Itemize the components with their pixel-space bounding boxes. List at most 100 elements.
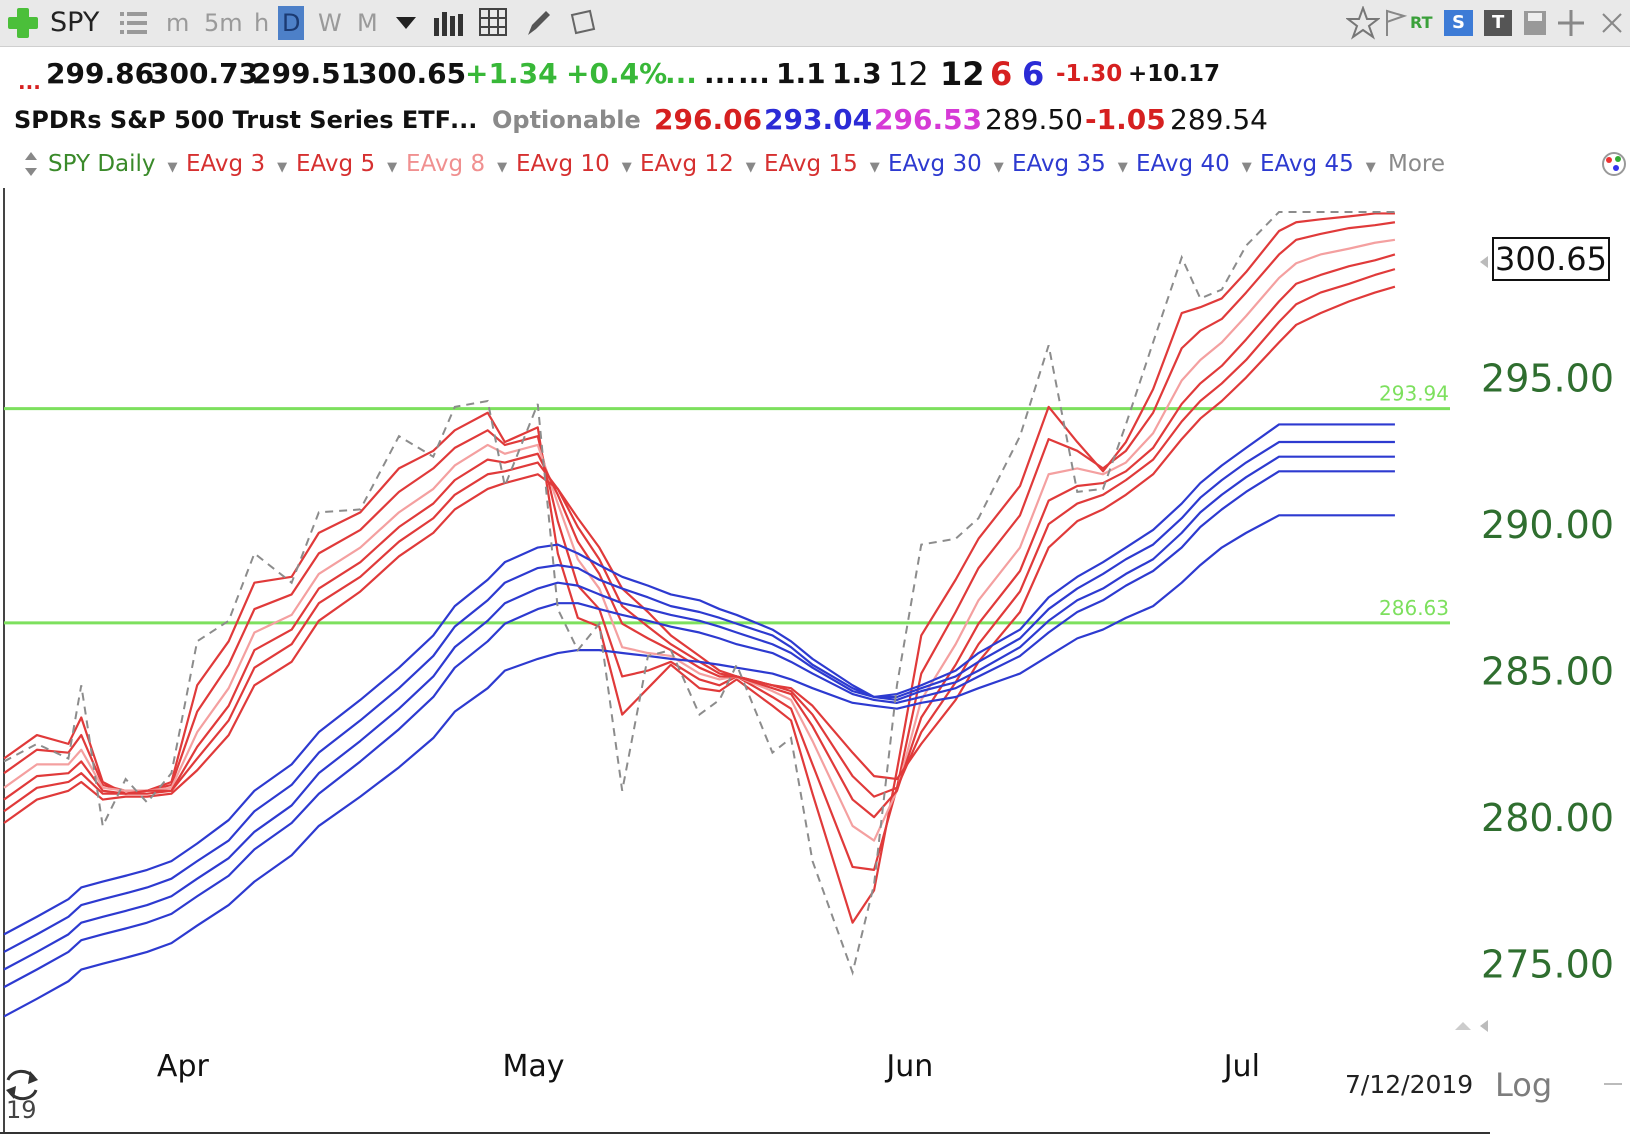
timeframe-5m[interactable]: 5m — [204, 9, 243, 37]
ma-item-eavg-5[interactable]: EAvg 5 — [296, 151, 376, 177]
quote-p4: 289.50 — [985, 103, 1083, 136]
ma-item-eavg-3[interactable]: EAvg 3 — [186, 151, 266, 177]
quote-v8: +10.17 — [1128, 61, 1221, 87]
x-tick-label: Apr — [157, 1049, 210, 1084]
symbol-label[interactable]: SPY — [50, 7, 100, 38]
ema-line — [3, 238, 1396, 842]
s-badge[interactable]: S — [1444, 10, 1473, 36]
quote-open: 299.86 — [46, 57, 155, 90]
timeframe-m[interactable]: m — [166, 9, 190, 37]
quote-high: 300.73 — [150, 57, 259, 90]
chevron-down-icon[interactable]: ▼ — [497, 160, 508, 175]
optionable-label: Optionable — [492, 106, 641, 134]
ma-item-eavg-40[interactable]: EAvg 40 — [1136, 151, 1230, 177]
flag-icon[interactable] — [1384, 8, 1408, 38]
ma-legend: SPY Daily ▼ EAvg 3 ▼ EAvg 5 ▼ EAvg 8 ▼ EAvg … — [0, 142, 1630, 186]
add-symbol-icon[interactable] — [6, 6, 40, 40]
palette-icon[interactable] — [1600, 150, 1628, 178]
chevron-down-icon[interactable]: ▼ — [745, 160, 756, 175]
y-tick-label: 290.00 — [1481, 503, 1614, 547]
ema-line — [3, 470, 1395, 989]
ma-item-eavg-15[interactable]: EAvg 15 — [764, 151, 858, 177]
annotate-icon[interactable] — [568, 7, 598, 39]
chevron-down-icon[interactable]: ▼ — [167, 160, 178, 175]
current-date: 7/12/2019 — [1345, 1070, 1474, 1099]
ema-line — [3, 253, 1396, 819]
ema-line — [3, 440, 1395, 953]
chevron-down-icon[interactable]: ▼ — [993, 160, 1004, 175]
quote-low: 299.51 — [252, 57, 361, 90]
quote-v7: -1.30 — [1056, 61, 1123, 87]
rt-badge[interactable]: RT — [1410, 13, 1433, 32]
timeframe-w[interactable]: W — [318, 9, 342, 37]
bar-chart-icon[interactable] — [432, 8, 466, 38]
scroll-up-icon[interactable] — [1455, 1022, 1471, 1030]
scroll-left-icon[interactable] — [1480, 1020, 1488, 1032]
timeframe-m-monthly[interactable]: M — [357, 9, 378, 37]
x-tick-label: May — [502, 1049, 564, 1084]
ma-item-eavg-8[interactable]: EAvg 8 — [406, 151, 486, 177]
quote-ellipsis-4: ... — [738, 57, 770, 90]
pencil-icon[interactable] — [524, 7, 554, 39]
quote-line-1: ... 299.86 300.73 299.51 300.65 +1.34 +0… — [0, 52, 1630, 96]
level-label: 286.63 — [1379, 596, 1449, 620]
ma-item-eavg-45[interactable]: EAvg 45 — [1260, 151, 1354, 177]
chevron-down-icon[interactable]: ▼ — [387, 160, 398, 175]
chevron-down-icon[interactable]: ▼ — [1241, 160, 1252, 175]
ema-line — [3, 285, 1396, 824]
price-marker-icon — [1480, 256, 1488, 268]
quote-v4: 12 — [940, 55, 985, 93]
quote-change-pct: +0.4% — [566, 57, 668, 90]
year-label: 19 — [6, 1096, 37, 1124]
chevron-down-icon[interactable]: ▼ — [1117, 160, 1128, 175]
y-tick-label: 275.00 — [1481, 943, 1614, 987]
timeframe-dropdown-icon[interactable] — [396, 17, 416, 31]
quote-ellipsis-2: ... — [665, 57, 697, 90]
timeframe-h[interactable]: h — [254, 9, 270, 37]
price-line — [3, 210, 1395, 976]
quote-ellipsis-3: ... — [704, 57, 736, 90]
log-scale-toggle[interactable]: Log — [1495, 1066, 1553, 1104]
x-tick-label: Jun — [884, 1049, 933, 1084]
t-badge[interactable]: T — [1484, 10, 1513, 36]
refresh-icon[interactable] — [6, 1069, 38, 1101]
ema-line — [3, 514, 1395, 1018]
y-tick-label: 285.00 — [1481, 650, 1614, 694]
ma-item-eavg-35[interactable]: EAvg 35 — [1012, 151, 1106, 177]
sort-icon[interactable] — [24, 152, 38, 176]
chevron-down-icon[interactable]: ▼ — [277, 160, 288, 175]
quote-p1: 296.06 — [654, 103, 763, 136]
ma-item-eavg-30[interactable]: EAvg 30 — [888, 151, 982, 177]
quote-v6: 6 — [1022, 55, 1045, 93]
ma-item-spy-daily[interactable]: SPY Daily — [48, 151, 156, 177]
chevron-down-icon[interactable]: ▼ — [621, 160, 632, 175]
level-label: 293.94 — [1379, 382, 1449, 406]
chevron-down-icon[interactable]: ▼ — [869, 160, 880, 175]
x-tick-label: Jul — [1222, 1049, 1260, 1084]
quote-ellipsis-1: ... — [18, 70, 41, 94]
save-icon[interactable] — [1522, 9, 1548, 37]
quote-p5: -1.05 — [1085, 103, 1166, 136]
ema-line — [3, 212, 1395, 924]
grid-add-icon[interactable] — [478, 7, 512, 39]
more-button[interactable]: More — [1388, 151, 1446, 177]
ema-line — [3, 268, 1396, 813]
star-icon[interactable] — [1346, 6, 1380, 40]
bottom-divider — [0, 1132, 1490, 1134]
ma-item-eavg-12[interactable]: EAvg 12 — [640, 151, 734, 177]
quote-v5: 6 — [990, 55, 1013, 93]
timeframe-d[interactable]: D — [278, 6, 305, 40]
list-icon[interactable] — [118, 8, 150, 38]
chevron-down-icon[interactable]: ▼ — [1365, 160, 1376, 175]
quote-close: 300.65 — [358, 57, 467, 90]
last-price-flag: 300.65 — [1492, 237, 1610, 281]
quote-ellipsis-5: ... — [450, 106, 478, 134]
close-icon[interactable] — [1600, 11, 1624, 35]
resize-grip-icon[interactable] — [1604, 1082, 1624, 1090]
quote-v2: 1.3 — [832, 57, 882, 90]
ema-line — [3, 455, 1395, 971]
ma-item-eavg-10[interactable]: EAvg 10 — [516, 151, 610, 177]
move-icon[interactable] — [1556, 8, 1586, 38]
y-tick-label: 295.00 — [1481, 357, 1614, 401]
